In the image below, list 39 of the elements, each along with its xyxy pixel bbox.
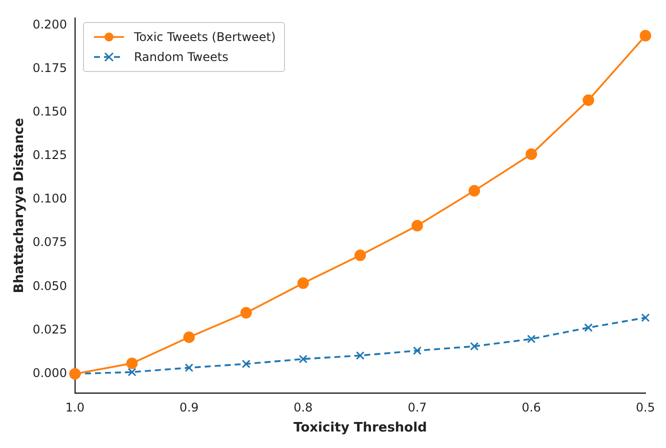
- point: [240, 307, 252, 319]
- point: [298, 354, 308, 364]
- y-tick-label: 0.075: [32, 235, 67, 250]
- y-tick-label: 0.200: [32, 17, 67, 32]
- x-tick-label: 0.5: [636, 400, 656, 414]
- point: [582, 94, 594, 106]
- y-tick-label: 0.175: [32, 60, 67, 75]
- y-tick-label: 0.050: [32, 278, 67, 293]
- x-tick-label: 0.6: [522, 400, 541, 414]
- point: [468, 185, 480, 197]
- x-tick-label: 0.8: [294, 400, 313, 414]
- point: [242, 360, 250, 368]
- y-tick-label: 0.150: [32, 104, 67, 118]
- y-tick-label: 0.100: [32, 192, 67, 206]
- point: [412, 220, 424, 232]
- point: [356, 351, 364, 360]
- y-axis-title: Bhattacharyya Distance: [12, 118, 28, 294]
- x-axis-title: Toxicity Threshold: [294, 420, 427, 436]
- point: [470, 342, 479, 351]
- point: [527, 334, 536, 344]
- x-tick-label: 1.0: [65, 400, 84, 414]
- y-tick-label: 0.000: [32, 366, 67, 380]
- point: [184, 363, 194, 372]
- point: [354, 250, 366, 262]
- point: [183, 331, 195, 343]
- legend-label: Random Tweets: [134, 49, 228, 66]
- point: [640, 30, 652, 42]
- x-tick-label: 0.7: [408, 400, 427, 414]
- point: [526, 148, 538, 160]
- point: [297, 277, 309, 289]
- y-tick-label: 0.025: [32, 322, 67, 336]
- x-tick-label: 0.9: [180, 400, 199, 414]
- point: [584, 323, 593, 332]
- y-tick-label: 0.125: [32, 148, 67, 162]
- point: [412, 346, 422, 355]
- point: [126, 358, 138, 370]
- point: [641, 313, 650, 322]
- legend-label: Toxic Tweets (Bertweet): [134, 29, 276, 46]
- point: [128, 368, 136, 376]
